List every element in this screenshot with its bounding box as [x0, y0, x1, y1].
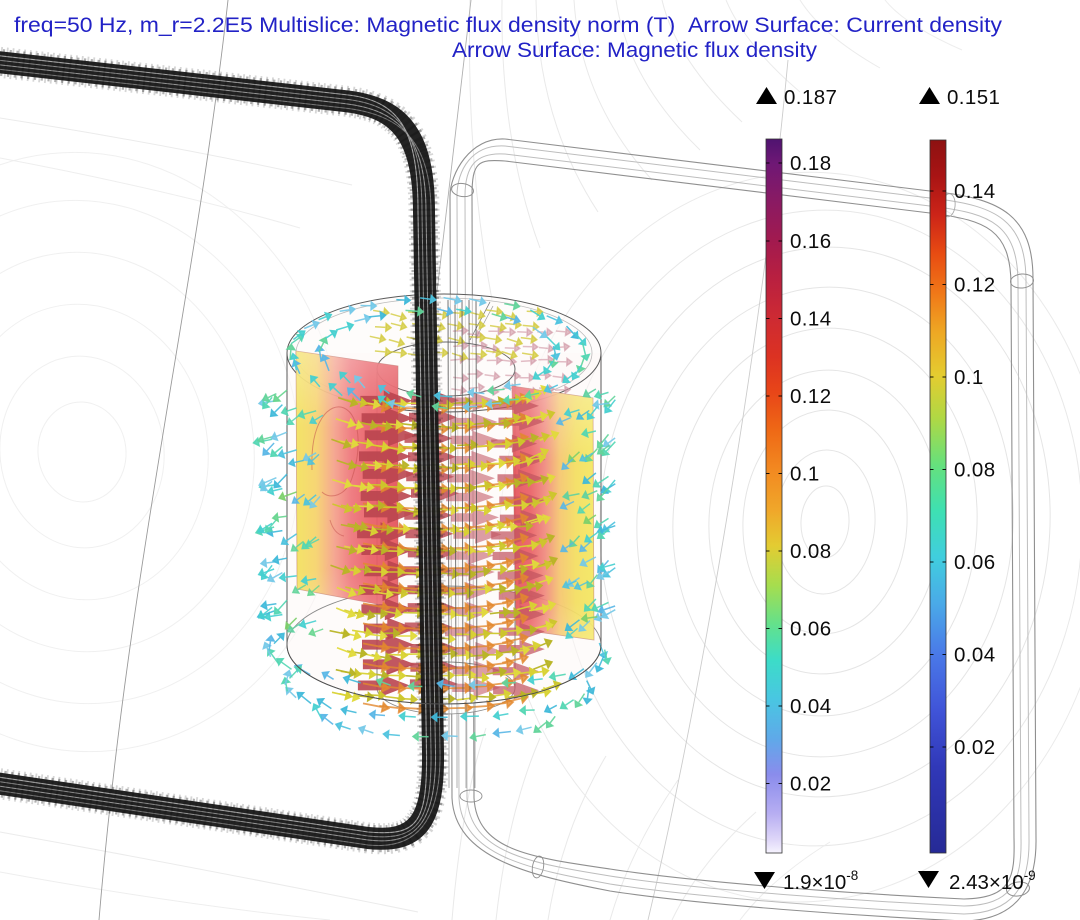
svg-text:0.06: 0.06: [790, 618, 832, 641]
svg-text:0.16: 0.16: [790, 230, 832, 253]
svg-text:0.04: 0.04: [790, 695, 832, 718]
svg-text:2.43×10-9: 2.43×10-9: [949, 868, 1036, 894]
svg-text:0.14: 0.14: [790, 308, 832, 331]
svg-text:0.04: 0.04: [954, 644, 996, 667]
svg-text:0.18: 0.18: [790, 152, 832, 175]
svg-text:1.9×10-8: 1.9×10-8: [783, 868, 858, 894]
svg-text:freq=50 Hz, m_r=2.2E5 Multisli: freq=50 Hz, m_r=2.2E5 Multislice: Magnet…: [14, 14, 1003, 37]
svg-text:0.02: 0.02: [790, 773, 832, 796]
svg-text:0.12: 0.12: [790, 385, 832, 408]
svg-text:0.06: 0.06: [954, 551, 996, 574]
svg-text:0.14: 0.14: [954, 180, 996, 203]
svg-text:0.187: 0.187: [784, 86, 837, 109]
svg-text:0.02: 0.02: [954, 736, 996, 759]
svg-text:0.12: 0.12: [954, 274, 996, 297]
svg-text:0.1: 0.1: [954, 366, 984, 389]
svg-text:0.1: 0.1: [790, 463, 820, 486]
svg-text:0.08: 0.08: [954, 459, 996, 482]
svg-text:0.08: 0.08: [790, 540, 832, 563]
svg-text:Arrow Surface: Magnetic flux d: Arrow Surface: Magnetic flux density: [452, 39, 818, 62]
svg-text:0.151: 0.151: [947, 86, 1000, 109]
